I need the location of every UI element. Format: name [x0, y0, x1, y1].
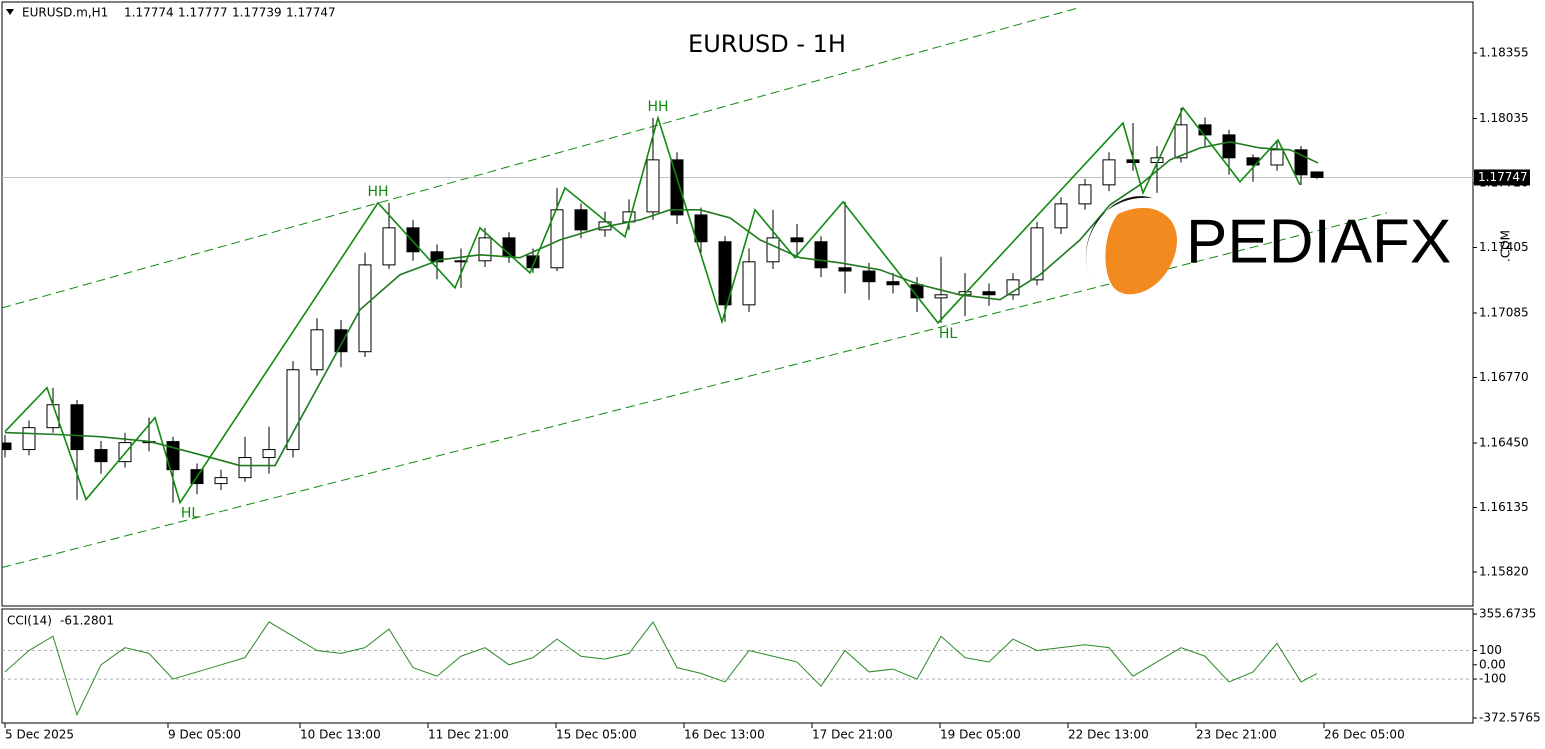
last-price-box	[1474, 169, 1530, 186]
cci-tick-label: -372.5765	[1479, 711, 1541, 725]
candle-body	[238, 457, 252, 479]
cci-tick-label: 0.00	[1479, 657, 1506, 671]
candle-body	[478, 237, 492, 262]
y-tick-label: 1.16450	[1479, 436, 1529, 450]
channel-line	[2, 7, 1079, 309]
candle-body	[1054, 203, 1068, 229]
candle-body	[214, 477, 228, 485]
candle-body	[1078, 184, 1092, 205]
y-tick-label: 1.18355	[1479, 45, 1529, 59]
logo-text: PEDIAFX	[1186, 207, 1451, 276]
y-tick-label: 1.18035	[1479, 111, 1529, 125]
candle-body	[1030, 227, 1044, 281]
y-tick-label: 1.17405	[1479, 240, 1529, 254]
candle-body	[1270, 149, 1284, 166]
x-tick-label: 15 Dec 05:00	[556, 728, 637, 742]
header-open: 1.17774	[124, 6, 174, 20]
x-tick-label: 19 Dec 05:00	[940, 728, 1021, 742]
cci-line	[4, 621, 1318, 717]
cci-tick-label: -100	[1479, 672, 1506, 686]
candle-body	[334, 329, 348, 353]
header-low: 1.17739	[232, 6, 282, 20]
candle-body	[646, 159, 660, 213]
x-tick-label: 11 Dec 21:00	[428, 728, 509, 742]
candle-body	[406, 227, 420, 253]
x-tick-label: 16 Dec 13:00	[684, 728, 765, 742]
candle-body	[718, 241, 732, 306]
candle-body	[310, 329, 324, 371]
zigzag-label: HL	[939, 326, 958, 342]
x-tick-label: 10 Dec 13:00	[300, 728, 381, 742]
candle-body	[910, 284, 924, 299]
candle-body	[1174, 124, 1188, 159]
menu-arrow	[6, 9, 14, 15]
candle-body	[766, 237, 780, 263]
candle-body	[286, 369, 300, 451]
cci-tick-label: 355.6735	[1479, 607, 1536, 621]
candle-body	[1310, 171, 1324, 178]
candle-body	[982, 291, 996, 296]
x-tick-label: 22 Dec 13:00	[1068, 728, 1149, 742]
candle-body	[1222, 134, 1236, 159]
logo-blob	[1105, 207, 1177, 295]
candle-body	[454, 260, 468, 263]
header-close: 1.17747	[286, 6, 336, 20]
last-price-label: 1.17747	[1478, 170, 1528, 184]
x-tick-label: 17 Dec 21:00	[812, 728, 893, 742]
candle-body	[886, 281, 900, 286]
candle-body	[22, 427, 36, 451]
candle-body	[670, 159, 684, 216]
candle-body	[94, 449, 108, 463]
main-panel	[1, 1, 1474, 607]
candle-body	[1102, 159, 1116, 186]
candle-body	[742, 261, 756, 306]
chart-title: EURUSD - 1H	[688, 30, 846, 58]
x-tick-label: 9 Dec 05:00	[168, 728, 241, 742]
candle-body	[862, 270, 876, 283]
cci-value: -61.2801	[60, 614, 114, 628]
candle-body	[934, 294, 948, 299]
x-tick-label: 23 Dec 21:00	[1196, 728, 1277, 742]
candle-body	[526, 255, 540, 269]
candle-body	[358, 264, 372, 353]
cci-tick-label: 100	[1479, 643, 1502, 657]
candle-body	[70, 404, 84, 451]
x-tick-label: 26 Dec 05:00	[1324, 728, 1405, 742]
candle-body	[2, 442, 12, 451]
candle-body	[790, 237, 804, 243]
cci-plot	[2, 621, 1473, 717]
header-high: 1.17777	[178, 6, 228, 20]
y-tick-label: 1.16135	[1479, 500, 1529, 514]
symbol: EURUSD.m,H1	[22, 6, 108, 20]
zigzag-label: HL	[181, 506, 200, 522]
y-tick-label: 1.17085	[1479, 306, 1529, 320]
zigzag	[4, 106, 1301, 505]
y-tick-label: 1.15820	[1479, 565, 1529, 579]
candle-body	[430, 251, 444, 263]
candle-body	[574, 209, 588, 231]
x-tick-label: 5 Dec 2025	[5, 728, 74, 742]
candle-body	[262, 449, 276, 459]
candle-body	[382, 227, 396, 266]
candle-body	[838, 267, 852, 272]
y-tick-label: 1.16770	[1479, 370, 1529, 384]
candle-body	[1006, 279, 1020, 296]
logo-suffix: .COM	[1499, 230, 1513, 262]
cci-name: CCI(14)	[7, 614, 52, 628]
zigzag-label: HH	[367, 184, 388, 200]
main-plot	[2, 7, 1473, 568]
candle-body	[814, 241, 828, 269]
zigzag-label: HH	[647, 99, 668, 115]
candle-body	[694, 214, 708, 243]
logo: PEDIAFX .COM	[1085, 196, 1513, 295]
